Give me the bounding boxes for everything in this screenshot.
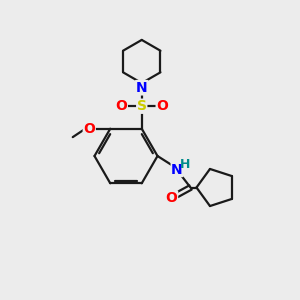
- Text: N: N: [171, 163, 183, 176]
- Text: O: O: [156, 99, 168, 112]
- Text: N: N: [136, 81, 148, 94]
- Text: H: H: [180, 158, 190, 171]
- Text: N: N: [136, 81, 148, 94]
- Text: S: S: [137, 99, 147, 113]
- Text: O: O: [166, 191, 178, 205]
- Text: O: O: [116, 99, 127, 112]
- Text: O: O: [83, 122, 95, 136]
